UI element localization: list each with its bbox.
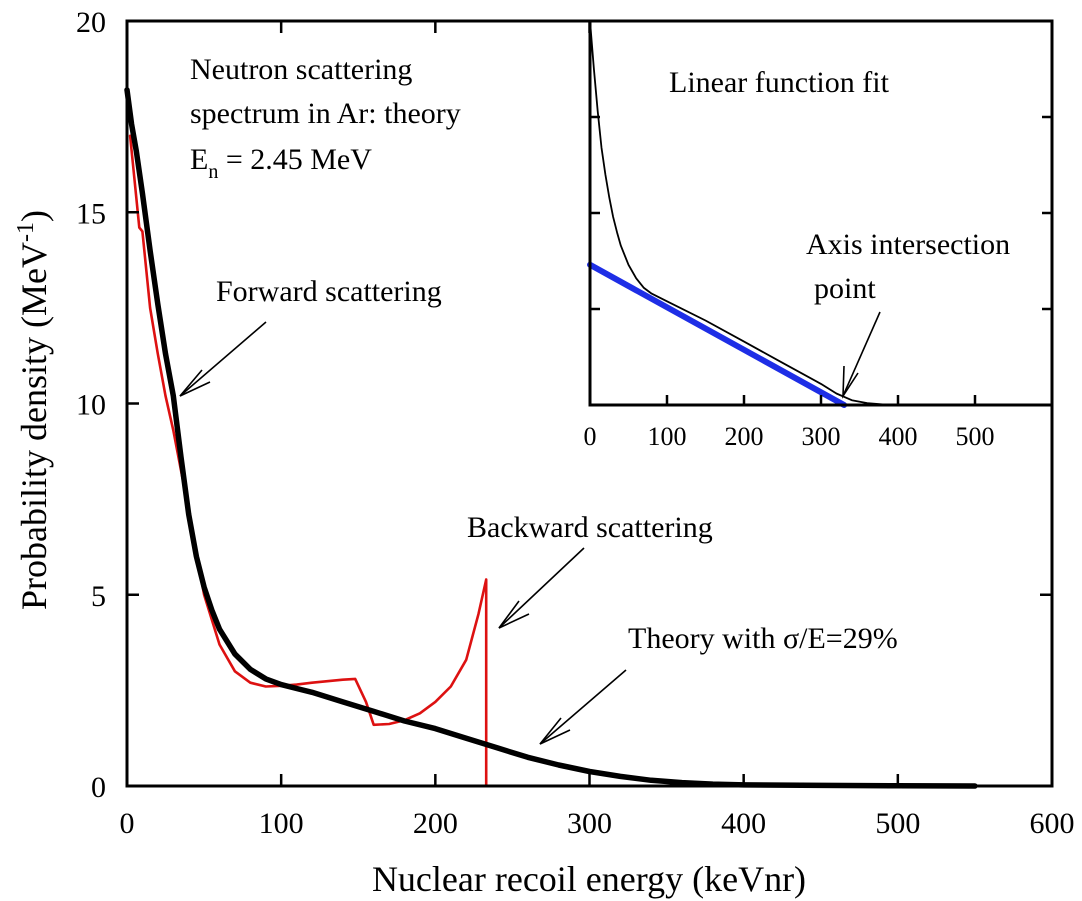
inset-x-tick-label: 0 (584, 422, 597, 451)
annotation-energy: En = 2.45 MeV (190, 143, 372, 183)
inset-x-tick-label: 100 (648, 422, 687, 451)
x-tick-label: 100 (259, 807, 304, 840)
annotation-theory: Theory with σ/E=29% (628, 622, 898, 655)
inset-ticks-layer: 0 100 200 300 400 500 (584, 115, 1052, 451)
x-tick-label: 400 (721, 807, 766, 840)
main-plot: 0 100 200 300 400 500 600 0 5 10 15 20 Nuclear reco… (13, 6, 1075, 899)
annotation-energy-prefix: E (190, 143, 208, 176)
main-series-line-2 (124, 87, 978, 789)
y-tick-label: 10 (76, 389, 106, 422)
annotation-energy-value: = 2.45 MeV (218, 143, 372, 176)
y-tick-label: 15 (76, 197, 106, 230)
arrow-axis-intersection (842, 311, 881, 399)
y-axis-label-superscript: -1 (13, 222, 39, 242)
arrow-forward (179, 321, 267, 397)
annotation-spectrum-line2: spectrum in Ar: theory (190, 97, 461, 130)
inset-series-line-2 (587, 261, 848, 408)
inset-plot: 0 100 200 300 400 500 Linear function fit Axi… (584, 19, 1054, 451)
arrow-theory (539, 669, 627, 745)
x-tick-label: 200 (413, 807, 458, 840)
main-series-layer (124, 87, 978, 789)
y-axis-label-main: Probability density (MeV (14, 242, 54, 610)
arrow-backward (498, 547, 585, 629)
inset-x-tick-label: 300 (802, 422, 841, 451)
inset-series-line-1 (589, 20, 899, 406)
inset-title: Linear function fit (669, 66, 890, 99)
inset-annotation-axis-line1: Axis intersection (806, 228, 1010, 261)
x-tick-label: 500 (875, 807, 920, 840)
main-series-line-1 (128, 134, 488, 788)
x-tick-label: 300 (567, 807, 612, 840)
annotation-spectrum-line1: Neutron scattering (190, 53, 412, 86)
x-axis-label: Nuclear recoil energy (keVnr) (372, 859, 806, 899)
inset-series-layer (587, 20, 899, 408)
main-ticks-layer: 0 100 200 300 400 500 600 0 5 10 15 20 (76, 6, 1075, 840)
y-axis-label: Probability density (MeV-1) (13, 210, 54, 610)
inset-x-tick-label: 500 (956, 422, 995, 451)
x-tick-label: 0 (120, 807, 135, 840)
annotation-backward: Backward scattering (467, 511, 713, 544)
y-tick-label: 20 (76, 6, 106, 39)
inset-background (590, 21, 1052, 405)
y-axis-label-close: ) (14, 210, 54, 222)
annotation-forward: Forward scattering (216, 275, 442, 308)
annotation-energy-subscript: n (208, 161, 218, 183)
inset-x-tick-label: 400 (879, 422, 918, 451)
inset-annotation-axis-line2: point (814, 272, 876, 305)
y-tick-label: 5 (91, 580, 106, 613)
x-tick-label: 600 (1030, 807, 1075, 840)
inset-x-tick-label: 200 (725, 422, 764, 451)
y-tick-label: 0 (91, 771, 106, 804)
